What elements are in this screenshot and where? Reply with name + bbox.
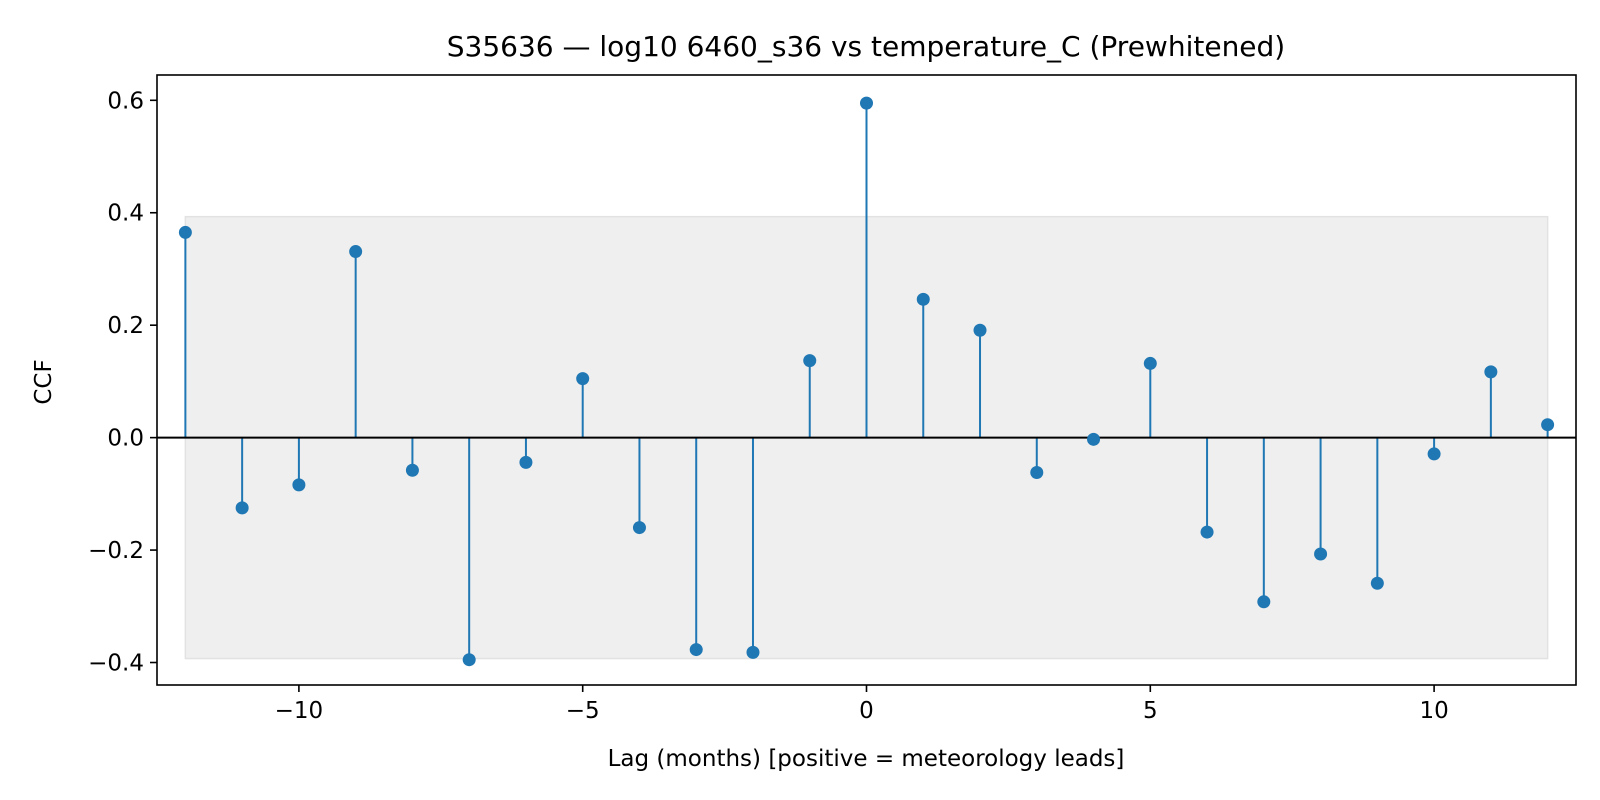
y-tick-label: 0.0 xyxy=(107,426,144,452)
stem-marker xyxy=(1427,447,1441,461)
y-tick-label: −0.2 xyxy=(88,538,144,564)
stem-marker xyxy=(916,292,930,306)
x-tick-label: −10 xyxy=(275,698,324,724)
x-tick-label: 5 xyxy=(1143,698,1158,724)
stem-marker xyxy=(632,521,646,535)
stem-marker xyxy=(405,463,419,477)
stem-marker xyxy=(1257,595,1271,609)
x-axis-label: Lag (months) [positive = meteorology lea… xyxy=(608,746,1125,772)
y-tick-label: −0.4 xyxy=(88,651,144,677)
x-tick-label: 0 xyxy=(859,698,874,724)
stem-marker xyxy=(973,323,987,337)
y-tick-label: 0.4 xyxy=(107,201,144,227)
stem-marker xyxy=(462,653,476,667)
x-tick-label: −5 xyxy=(566,698,600,724)
stem-marker xyxy=(292,478,306,492)
stem-marker xyxy=(1541,418,1555,432)
stem-marker xyxy=(1484,365,1498,379)
stem-marker xyxy=(1314,547,1328,561)
stem-marker xyxy=(1200,525,1214,539)
stem-marker xyxy=(689,643,703,657)
y-tick-label: 0.2 xyxy=(107,313,144,339)
stem-marker xyxy=(746,645,760,659)
stem-marker xyxy=(576,372,590,386)
stem-marker xyxy=(1087,432,1101,446)
x-tick-label: 10 xyxy=(1419,698,1448,724)
stem-marker xyxy=(519,455,533,469)
stem-marker xyxy=(803,354,817,368)
stem-marker xyxy=(1143,356,1157,370)
stem-marker xyxy=(178,225,192,239)
stem-marker xyxy=(349,245,363,259)
stem-marker xyxy=(1030,465,1044,479)
plot-area: −10 −5 0 5 10 0.6 0.4 0.2 0.0 −0.2 −0.4 xyxy=(88,74,1577,724)
chart-title: S35636 — log10 6460_s36 vs temperature_C… xyxy=(447,30,1285,63)
stem-marker xyxy=(860,96,873,110)
stem-marker xyxy=(1370,576,1384,590)
y-axis-label: CCF xyxy=(31,359,57,404)
y-tick-label: 0.6 xyxy=(107,88,144,114)
stem-marker xyxy=(235,501,249,515)
